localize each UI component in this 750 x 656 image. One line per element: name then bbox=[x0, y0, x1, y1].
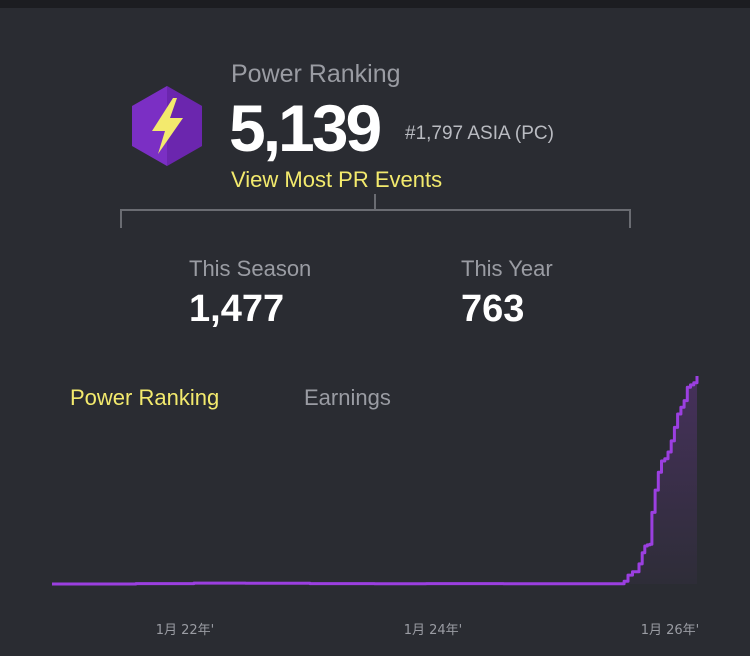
bracket-divider bbox=[120, 194, 631, 228]
power-ranking-header: Power Ranking 5,139 #1,797 ASIA (PC) Vie… bbox=[0, 0, 750, 240]
x-tick-label: 1月 26年' bbox=[641, 623, 700, 638]
stat-this-season: This Season 1,477 bbox=[189, 256, 311, 331]
top-bar bbox=[0, 0, 750, 8]
regional-rank: #1,797 ASIA (PC) bbox=[405, 123, 554, 144]
chart-area-fill bbox=[52, 376, 697, 584]
stat-year-label: This Year bbox=[461, 256, 553, 281]
tab-power-ranking[interactable]: Power Ranking bbox=[70, 385, 220, 410]
tab-earnings[interactable]: Earnings bbox=[304, 385, 391, 410]
power-ranking-chart: 1月 22年' 1月 24年' 1月 26年' bbox=[52, 376, 700, 638]
lightning-bolt-icon bbox=[132, 86, 202, 166]
stat-this-year: This Year 763 bbox=[461, 256, 553, 331]
power-ranking-value: 5,139 bbox=[229, 91, 382, 165]
stat-year-value: 763 bbox=[461, 288, 525, 330]
x-tick-label: 1月 24年' bbox=[404, 623, 463, 638]
power-ranking-title: Power Ranking bbox=[231, 60, 401, 88]
view-most-pr-events-link[interactable]: View Most PR Events bbox=[231, 167, 443, 192]
stat-season-label: This Season bbox=[189, 256, 312, 281]
chart-series-line bbox=[52, 376, 699, 586]
x-tick-label: 1月 22年' bbox=[156, 623, 215, 638]
stat-season-value: 1,477 bbox=[189, 288, 285, 330]
